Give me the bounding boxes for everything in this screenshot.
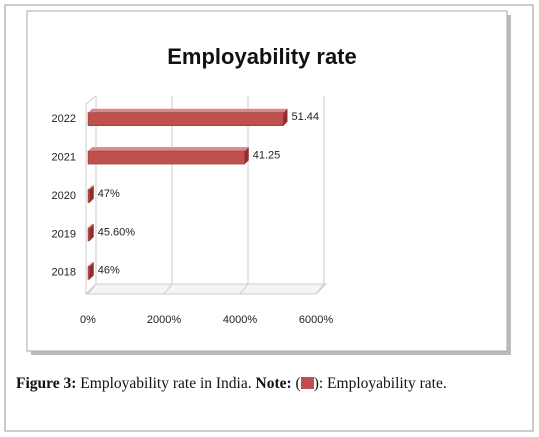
bar (87, 266, 90, 280)
data-label: 46% (98, 265, 120, 277)
y-tick-label: 2021 (52, 152, 76, 164)
bar-top (88, 108, 288, 113)
bar (87, 189, 91, 203)
caption: Figure 3: Employability rate in India. N… (16, 372, 524, 396)
chart-title: Employability rate (167, 44, 357, 69)
x-tick-label: 6000% (299, 314, 333, 326)
data-label: 45.60% (98, 226, 136, 238)
data-label: 47% (98, 188, 120, 200)
y-tick-label: 2019 (52, 228, 76, 240)
bar-end (283, 108, 288, 126)
data-label: 51.44 (291, 111, 319, 123)
grid-line (315, 96, 325, 295)
caption-text: Employability rate in India. (80, 375, 252, 392)
x-tick-label: 4000% (223, 314, 257, 326)
caption-figure: Figure 3: (16, 375, 77, 392)
floor (84, 283, 328, 295)
y-tick-label: 2022 (52, 113, 76, 125)
bar-top (88, 147, 249, 152)
bar-end (89, 223, 94, 241)
bar (87, 150, 245, 165)
x-tick-label: 2000% (147, 314, 181, 326)
bar (87, 227, 90, 242)
y-tick-label: 2020 (52, 190, 76, 202)
bar (87, 112, 284, 126)
bar-end (244, 147, 249, 165)
bar-end (89, 262, 94, 280)
data-label: 41.25 (253, 150, 281, 162)
x-tick-label: 0% (80, 314, 96, 326)
y-tick-label: 2018 (52, 267, 76, 279)
caption-note: Note: (255, 375, 292, 392)
caption-open: ( (295, 375, 301, 392)
caption-close: ): Employability rate. (313, 375, 447, 392)
bar-top (88, 262, 94, 267)
bar-top (88, 223, 94, 228)
bar-top (88, 185, 94, 190)
figure-border (4, 4, 534, 432)
legend-swatch (300, 377, 314, 389)
bar-end (89, 185, 94, 203)
